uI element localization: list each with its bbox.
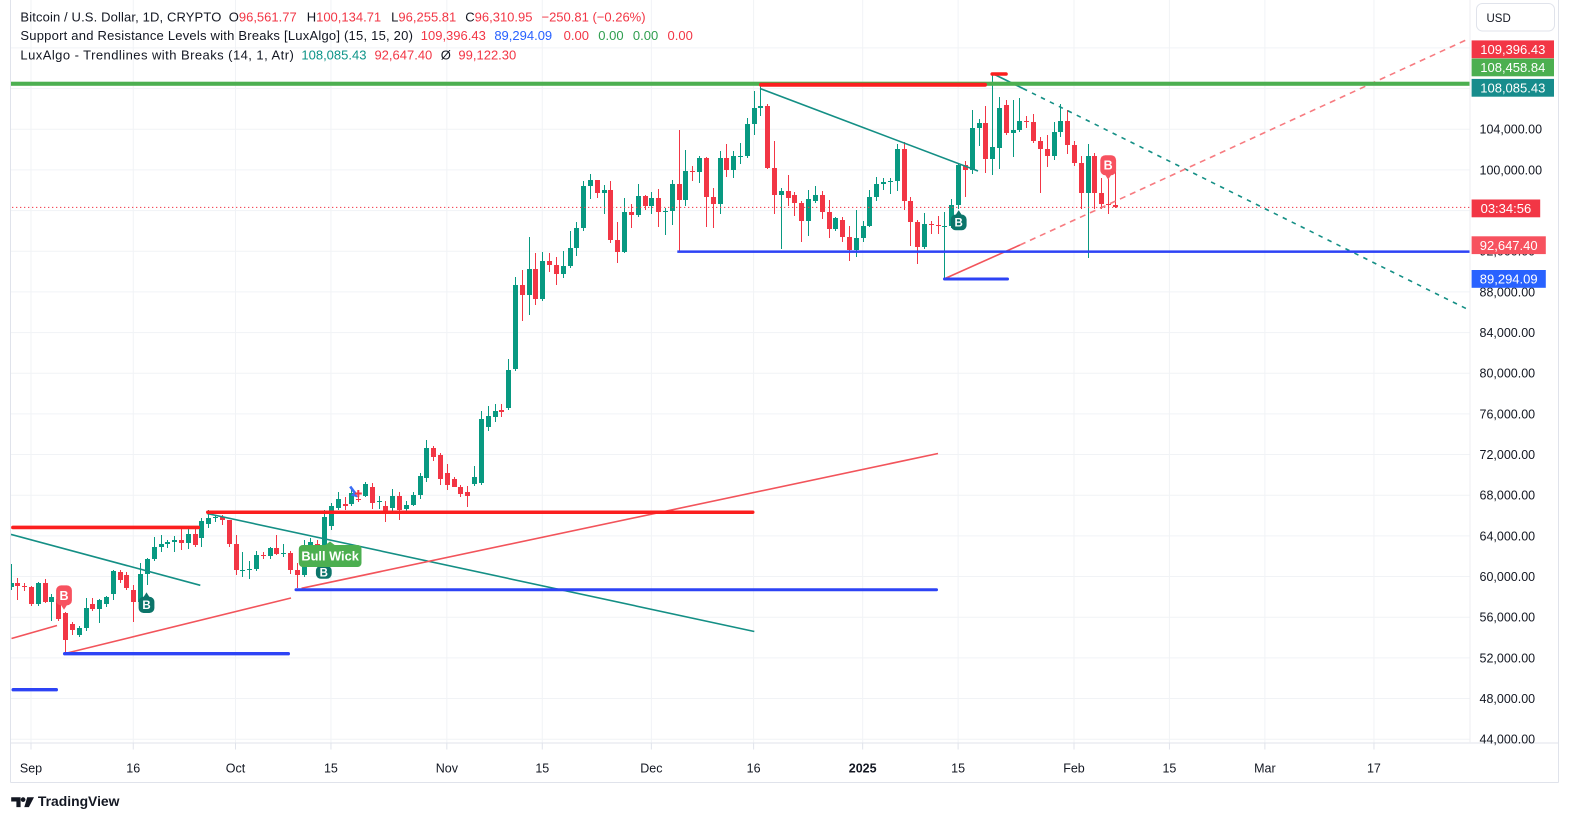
svg-text:Bull Wick: Bull Wick bbox=[301, 549, 359, 564]
svg-text:16: 16 bbox=[126, 762, 140, 776]
svg-text:Oct: Oct bbox=[226, 762, 246, 776]
svg-text:Feb: Feb bbox=[1063, 762, 1085, 776]
svg-text:2025: 2025 bbox=[849, 762, 877, 776]
svg-text:100,000.00: 100,000.00 bbox=[1480, 163, 1543, 177]
svg-text:Support and Resistance Levels: Support and Resistance Levels with Break… bbox=[20, 28, 692, 43]
svg-text:Sep: Sep bbox=[20, 762, 42, 776]
svg-text:48,000.00: 48,000.00 bbox=[1480, 692, 1536, 706]
svg-text:108,458.84: 108,458.84 bbox=[1480, 60, 1545, 75]
svg-text:Mar: Mar bbox=[1254, 762, 1276, 776]
svg-text:64,000.00: 64,000.00 bbox=[1480, 529, 1536, 543]
svg-text:80,000.00: 80,000.00 bbox=[1480, 367, 1536, 381]
svg-text:B: B bbox=[1104, 159, 1113, 173]
svg-text:TradingView: TradingView bbox=[38, 793, 120, 809]
svg-text:88,000.00: 88,000.00 bbox=[1480, 285, 1536, 299]
svg-text:15: 15 bbox=[951, 762, 965, 776]
svg-text:B: B bbox=[320, 567, 328, 579]
svg-text:15: 15 bbox=[535, 762, 549, 776]
svg-text:LuxAlgo - Trendlines with Brea: LuxAlgo - Trendlines with Breaks (14, 1,… bbox=[20, 48, 516, 63]
svg-text:B: B bbox=[59, 589, 68, 603]
svg-text:60,000.00: 60,000.00 bbox=[1480, 570, 1536, 584]
svg-text:68,000.00: 68,000.00 bbox=[1480, 489, 1536, 503]
svg-text:108,085.43: 108,085.43 bbox=[1480, 81, 1545, 96]
svg-text:B: B bbox=[142, 600, 150, 612]
svg-text:B: B bbox=[955, 218, 963, 230]
svg-text:72,000.00: 72,000.00 bbox=[1480, 448, 1536, 462]
svg-text:104,000.00: 104,000.00 bbox=[1480, 123, 1543, 137]
svg-text:56,000.00: 56,000.00 bbox=[1480, 611, 1536, 625]
svg-text:Bitcoin / U.S. Dollar, 1D, CRY: Bitcoin / U.S. Dollar, 1D, CRYPTO O96,561… bbox=[20, 10, 645, 25]
svg-text:76,000.00: 76,000.00 bbox=[1480, 407, 1536, 421]
svg-text:USD: USD bbox=[1487, 13, 1511, 25]
svg-text:109,396.43: 109,396.43 bbox=[1480, 42, 1545, 57]
svg-text:89,294.09: 89,294.09 bbox=[1480, 272, 1538, 287]
svg-text:Nov: Nov bbox=[436, 762, 459, 776]
svg-text:Dec: Dec bbox=[640, 762, 662, 776]
svg-text:15: 15 bbox=[1162, 762, 1176, 776]
svg-text:15: 15 bbox=[324, 762, 338, 776]
svg-text:84,000.00: 84,000.00 bbox=[1480, 326, 1536, 340]
svg-text:52,000.00: 52,000.00 bbox=[1480, 651, 1536, 665]
svg-text:17: 17 bbox=[1367, 762, 1381, 776]
svg-text:92,647.40: 92,647.40 bbox=[1480, 238, 1538, 253]
svg-text:16: 16 bbox=[747, 762, 761, 776]
svg-text:03:34:56: 03:34:56 bbox=[1481, 201, 1532, 216]
svg-text:44,000.00: 44,000.00 bbox=[1480, 733, 1536, 747]
